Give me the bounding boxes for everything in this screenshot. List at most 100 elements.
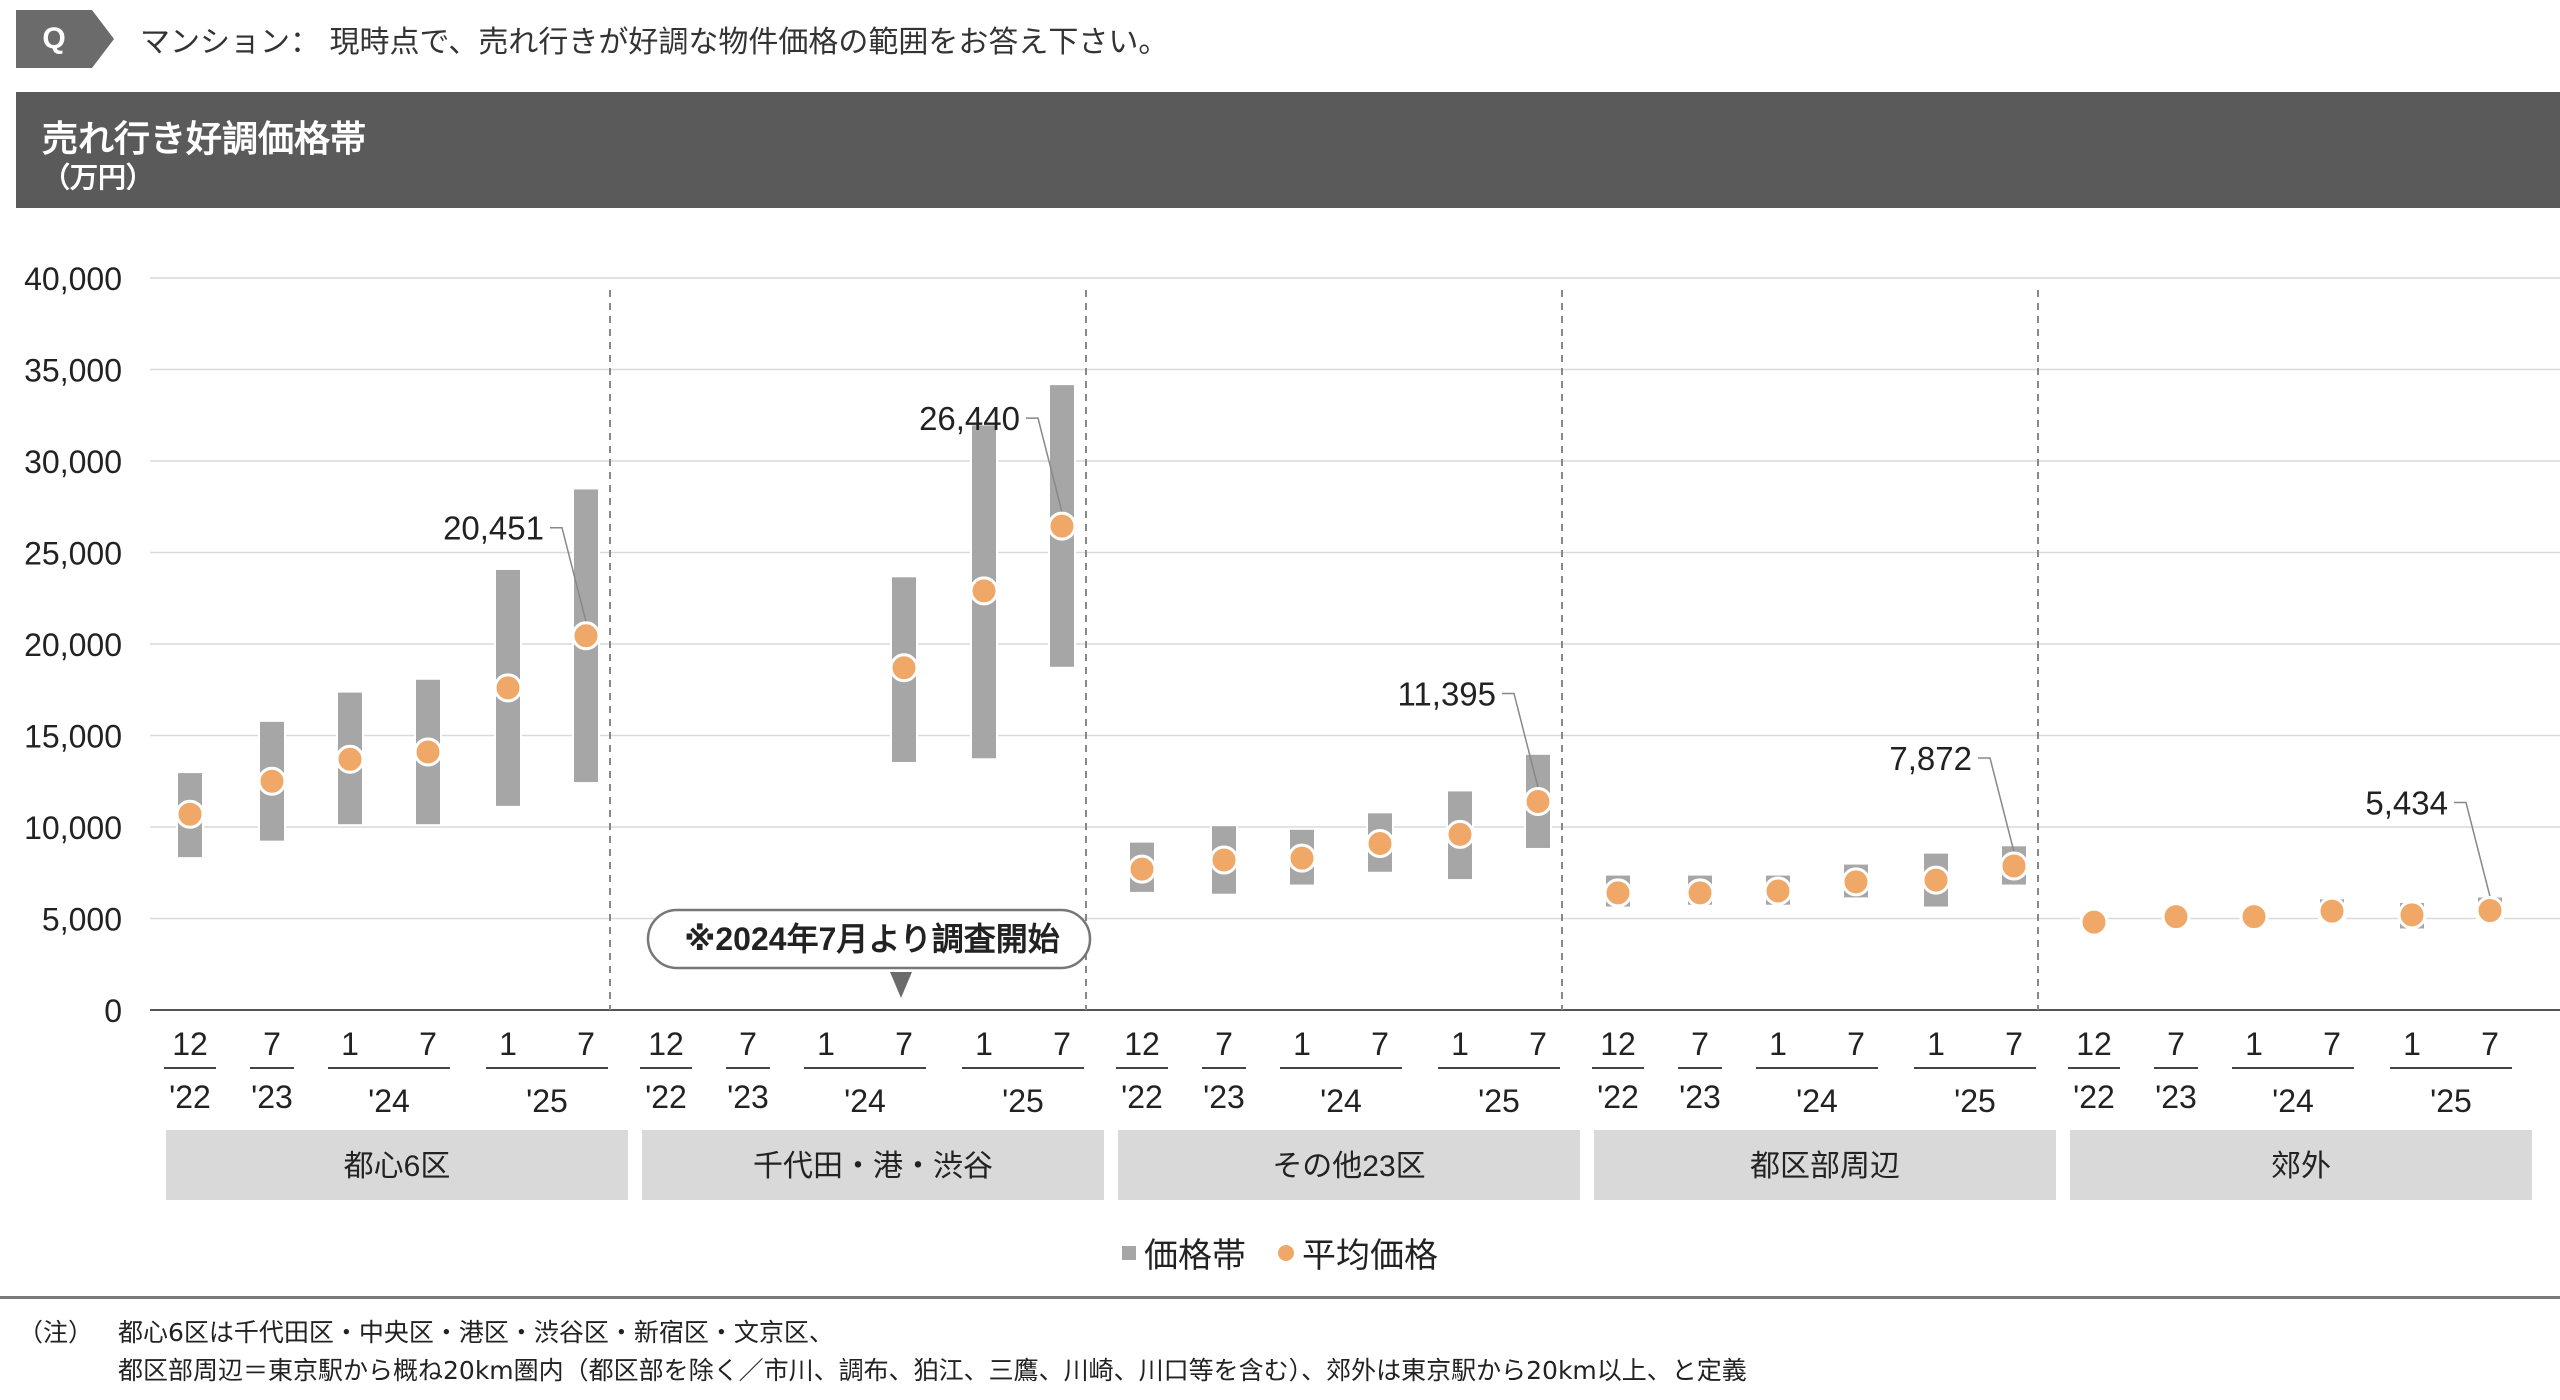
average-dot xyxy=(1603,878,1633,908)
notes-label: （注） xyxy=(18,1318,94,1347)
average-dot xyxy=(2475,896,2505,926)
x-month-label: 1 xyxy=(1927,1026,1945,1062)
notes-line-1: 都心6区は千代田区・中央区・港区・渋谷区・新宿区・文京区、 xyxy=(118,1318,834,1347)
average-dot xyxy=(1685,878,1715,908)
x-year-label: '23 xyxy=(2155,1079,2197,1115)
x-year-label: '24 xyxy=(1796,1083,1838,1119)
average-dot xyxy=(2079,907,2109,937)
x-month-label: 7 xyxy=(2005,1026,2023,1062)
x-month-label: 7 xyxy=(577,1026,595,1062)
x-month-label: 7 xyxy=(1053,1026,1071,1062)
average-dot xyxy=(889,653,919,683)
x-year-label: '25 xyxy=(1002,1083,1044,1119)
legend-range-label: 価格帯 xyxy=(1144,1236,1246,1276)
x-year-label: '24 xyxy=(2272,1083,2314,1119)
y-tick-label: 20,000 xyxy=(24,627,122,663)
average-dot xyxy=(1445,819,1475,849)
label-leader-line xyxy=(550,526,587,622)
group-band xyxy=(1594,1130,2056,1200)
x-month-label: 7 xyxy=(2323,1026,2341,1062)
y-tick-label: 0 xyxy=(104,993,122,1029)
x-year-label: '24 xyxy=(368,1083,410,1119)
average-dot xyxy=(2161,902,2191,932)
x-month-label: 7 xyxy=(1691,1026,1709,1062)
x-year-label: '22 xyxy=(2073,1079,2115,1115)
average-dot xyxy=(1921,865,1951,895)
x-year-label: '23 xyxy=(727,1079,769,1115)
x-month-label: 1 xyxy=(2245,1026,2263,1062)
callout-bubble xyxy=(646,908,1092,970)
average-dot xyxy=(1209,845,1239,875)
legend-range-swatch xyxy=(1122,1245,1136,1260)
average-dot xyxy=(1127,854,1157,884)
chart-header: 売れ行き好調価格帯 （万円） xyxy=(16,92,2560,208)
x-month-label: 1 xyxy=(1769,1026,1787,1062)
average-dot xyxy=(2317,896,2347,926)
average-dot xyxy=(1999,851,2029,881)
x-year-label: '23 xyxy=(1203,1079,1245,1115)
x-month-label: 7 xyxy=(2481,1026,2499,1062)
average-value-label: 11,395 xyxy=(1398,675,1496,712)
average-value-label: 5,434 xyxy=(2365,785,2448,822)
x-month-label: 12 xyxy=(172,1026,208,1062)
group-band xyxy=(642,1130,1104,1200)
label-leader-line xyxy=(2454,801,2491,897)
x-month-label: 7 xyxy=(739,1026,757,1062)
group-label: その他23区 xyxy=(1272,1150,1425,1183)
x-year-label: '25 xyxy=(526,1083,568,1119)
x-year-label: '22 xyxy=(645,1079,687,1115)
x-month-label: 1 xyxy=(341,1026,359,1062)
average-value-label: 26,440 xyxy=(919,400,1020,437)
average-dot xyxy=(1047,511,1077,541)
legend-average-label: 平均価格 xyxy=(1302,1236,1438,1276)
x-year-label: '24 xyxy=(844,1083,886,1119)
y-tick-label: 15,000 xyxy=(24,719,122,755)
legend-average-swatch xyxy=(1278,1244,1294,1261)
y-tick-label: 5,000 xyxy=(42,902,122,938)
x-year-label: '25 xyxy=(1478,1083,1520,1119)
y-tick-label: 25,000 xyxy=(24,536,122,572)
question-arrow-icon xyxy=(92,10,114,68)
x-year-label: '25 xyxy=(1954,1083,1996,1119)
price-range-chart: 0 5,000 10,000 15,000 20,000 25,000 30,000 35,0… xyxy=(24,261,2560,1200)
x-year-label: '24 xyxy=(1320,1083,1362,1119)
x-year-label: '22 xyxy=(169,1079,211,1115)
divider-line xyxy=(0,1296,2560,1299)
label-leader-line xyxy=(1026,417,1063,513)
average-dot xyxy=(1841,867,1871,897)
label-leader-line xyxy=(1502,692,1539,788)
x-month-label: 12 xyxy=(1600,1026,1636,1062)
average-value-label: 20,451 xyxy=(443,510,544,547)
chart-unit: （万円） xyxy=(42,161,155,194)
group-label: 千代田・港・渋谷 xyxy=(753,1150,993,1183)
x-month-label: 12 xyxy=(648,1026,684,1062)
x-year-label: '23 xyxy=(1679,1079,1721,1115)
x-month-label: 1 xyxy=(817,1026,835,1062)
callout-pointer-icon xyxy=(890,972,912,998)
group-band xyxy=(166,1130,628,1200)
x-month-label: 12 xyxy=(1124,1026,1160,1062)
label-leader-line xyxy=(1978,757,2015,853)
average-dot xyxy=(1287,843,1317,873)
x-month-label: 7 xyxy=(419,1026,437,1062)
x-month-label: 7 xyxy=(1529,1026,1547,1062)
average-dot xyxy=(969,576,999,606)
x-month-label: 7 xyxy=(2167,1026,2185,1062)
x-month-label: 1 xyxy=(1451,1026,1469,1062)
question-bar: Q マンション： 現時点で、売れ行きが好調な物件価格の範囲をお答え下さい。 xyxy=(16,10,1168,68)
y-tick-label: 40,000 xyxy=(24,261,122,297)
average-dot xyxy=(413,737,443,767)
group-label: 都心6区 xyxy=(344,1150,451,1183)
average-dot xyxy=(1763,876,1793,906)
group-band xyxy=(1118,1130,1580,1200)
x-month-label: 7 xyxy=(1215,1026,1233,1062)
average-dot xyxy=(1365,828,1395,858)
x-year-label: '22 xyxy=(1121,1079,1163,1115)
average-dot xyxy=(2239,902,2269,932)
x-month-label: 7 xyxy=(895,1026,913,1062)
x-month-label: 1 xyxy=(2403,1026,2421,1062)
average-value-label: 7,872 xyxy=(1889,740,1972,777)
x-month-label: 1 xyxy=(975,1026,993,1062)
average-dot xyxy=(493,673,523,703)
average-dot xyxy=(175,799,205,829)
